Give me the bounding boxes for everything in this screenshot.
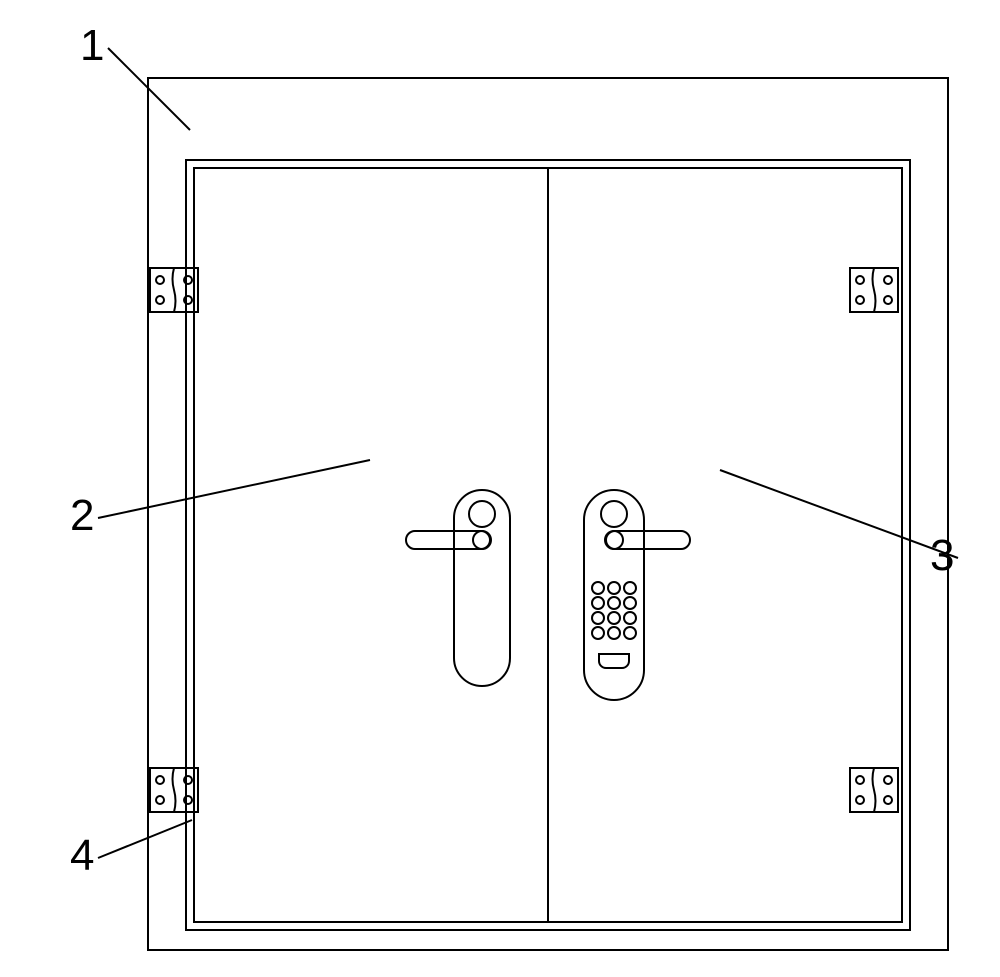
callout-1: 1 [80,21,104,70]
door-lever-right [606,531,690,549]
leader-2 [98,460,370,518]
keypad-button [592,627,604,639]
keypad-button [624,627,636,639]
callout-2: 2 [70,491,94,540]
keypad-button [608,582,620,594]
keypad-slot [599,654,629,668]
keypad-button [624,597,636,609]
leader-4 [98,820,192,858]
door-lever-left [406,531,490,549]
keypad-button [608,627,620,639]
handle-plate-left [454,490,510,686]
keypad-button [592,582,604,594]
callout-4: 4 [70,831,94,880]
keypad-button [592,597,604,609]
keypad-button [624,582,636,594]
keypad-button [624,612,636,624]
keypad-button [592,612,604,624]
keypad-button [608,597,620,609]
leader-3 [720,470,958,558]
keypad-button [608,612,620,624]
